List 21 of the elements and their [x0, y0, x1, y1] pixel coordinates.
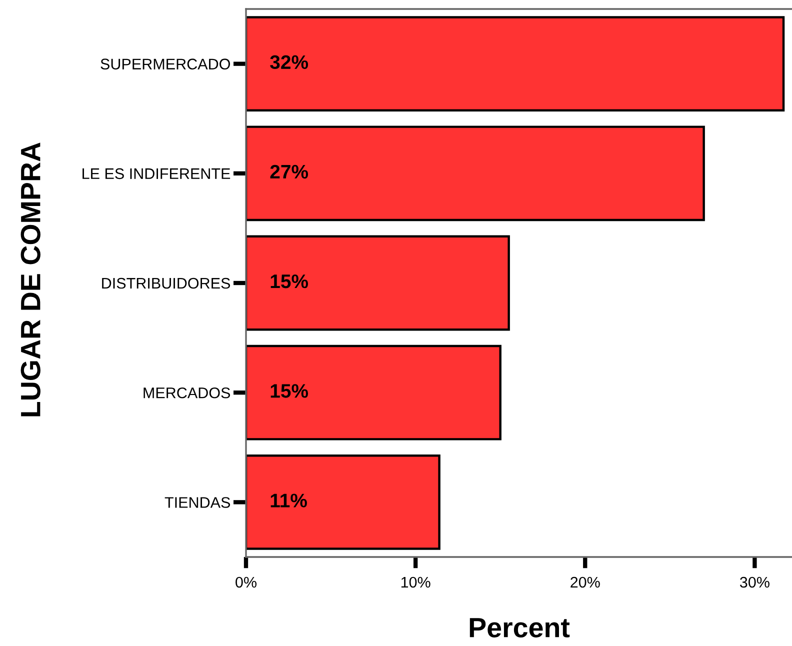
y-tick-label: SUPERMERCADO — [100, 58, 230, 70]
bar — [246, 454, 440, 550]
y-axis-title: LUGAR DE COMPRA — [20, 142, 40, 416]
data-label: 11% — [270, 494, 307, 508]
x-tick-label: 30% — [740, 576, 770, 588]
x-axis-title: Percent — [470, 618, 570, 638]
bar — [246, 235, 510, 331]
x-tick-label: 20% — [570, 576, 600, 588]
x-tick-label: 10% — [401, 576, 430, 588]
bar — [246, 126, 705, 222]
y-tick-label: MERCADOS — [144, 387, 230, 398]
bar — [246, 344, 502, 440]
data-label: 15% — [270, 274, 308, 288]
x-tick-label: 0% — [236, 576, 256, 588]
bar — [246, 16, 785, 112]
data-label: 27% — [270, 164, 308, 179]
y-tick-label: LE ES INDIFERENTE — [82, 168, 230, 180]
y-tick-label: DISTRIBUIDORES — [102, 278, 230, 289]
data-label: 32% — [270, 55, 308, 70]
y-tick-label: TIENDAS — [164, 497, 230, 508]
data-label: 15% — [270, 384, 308, 398]
